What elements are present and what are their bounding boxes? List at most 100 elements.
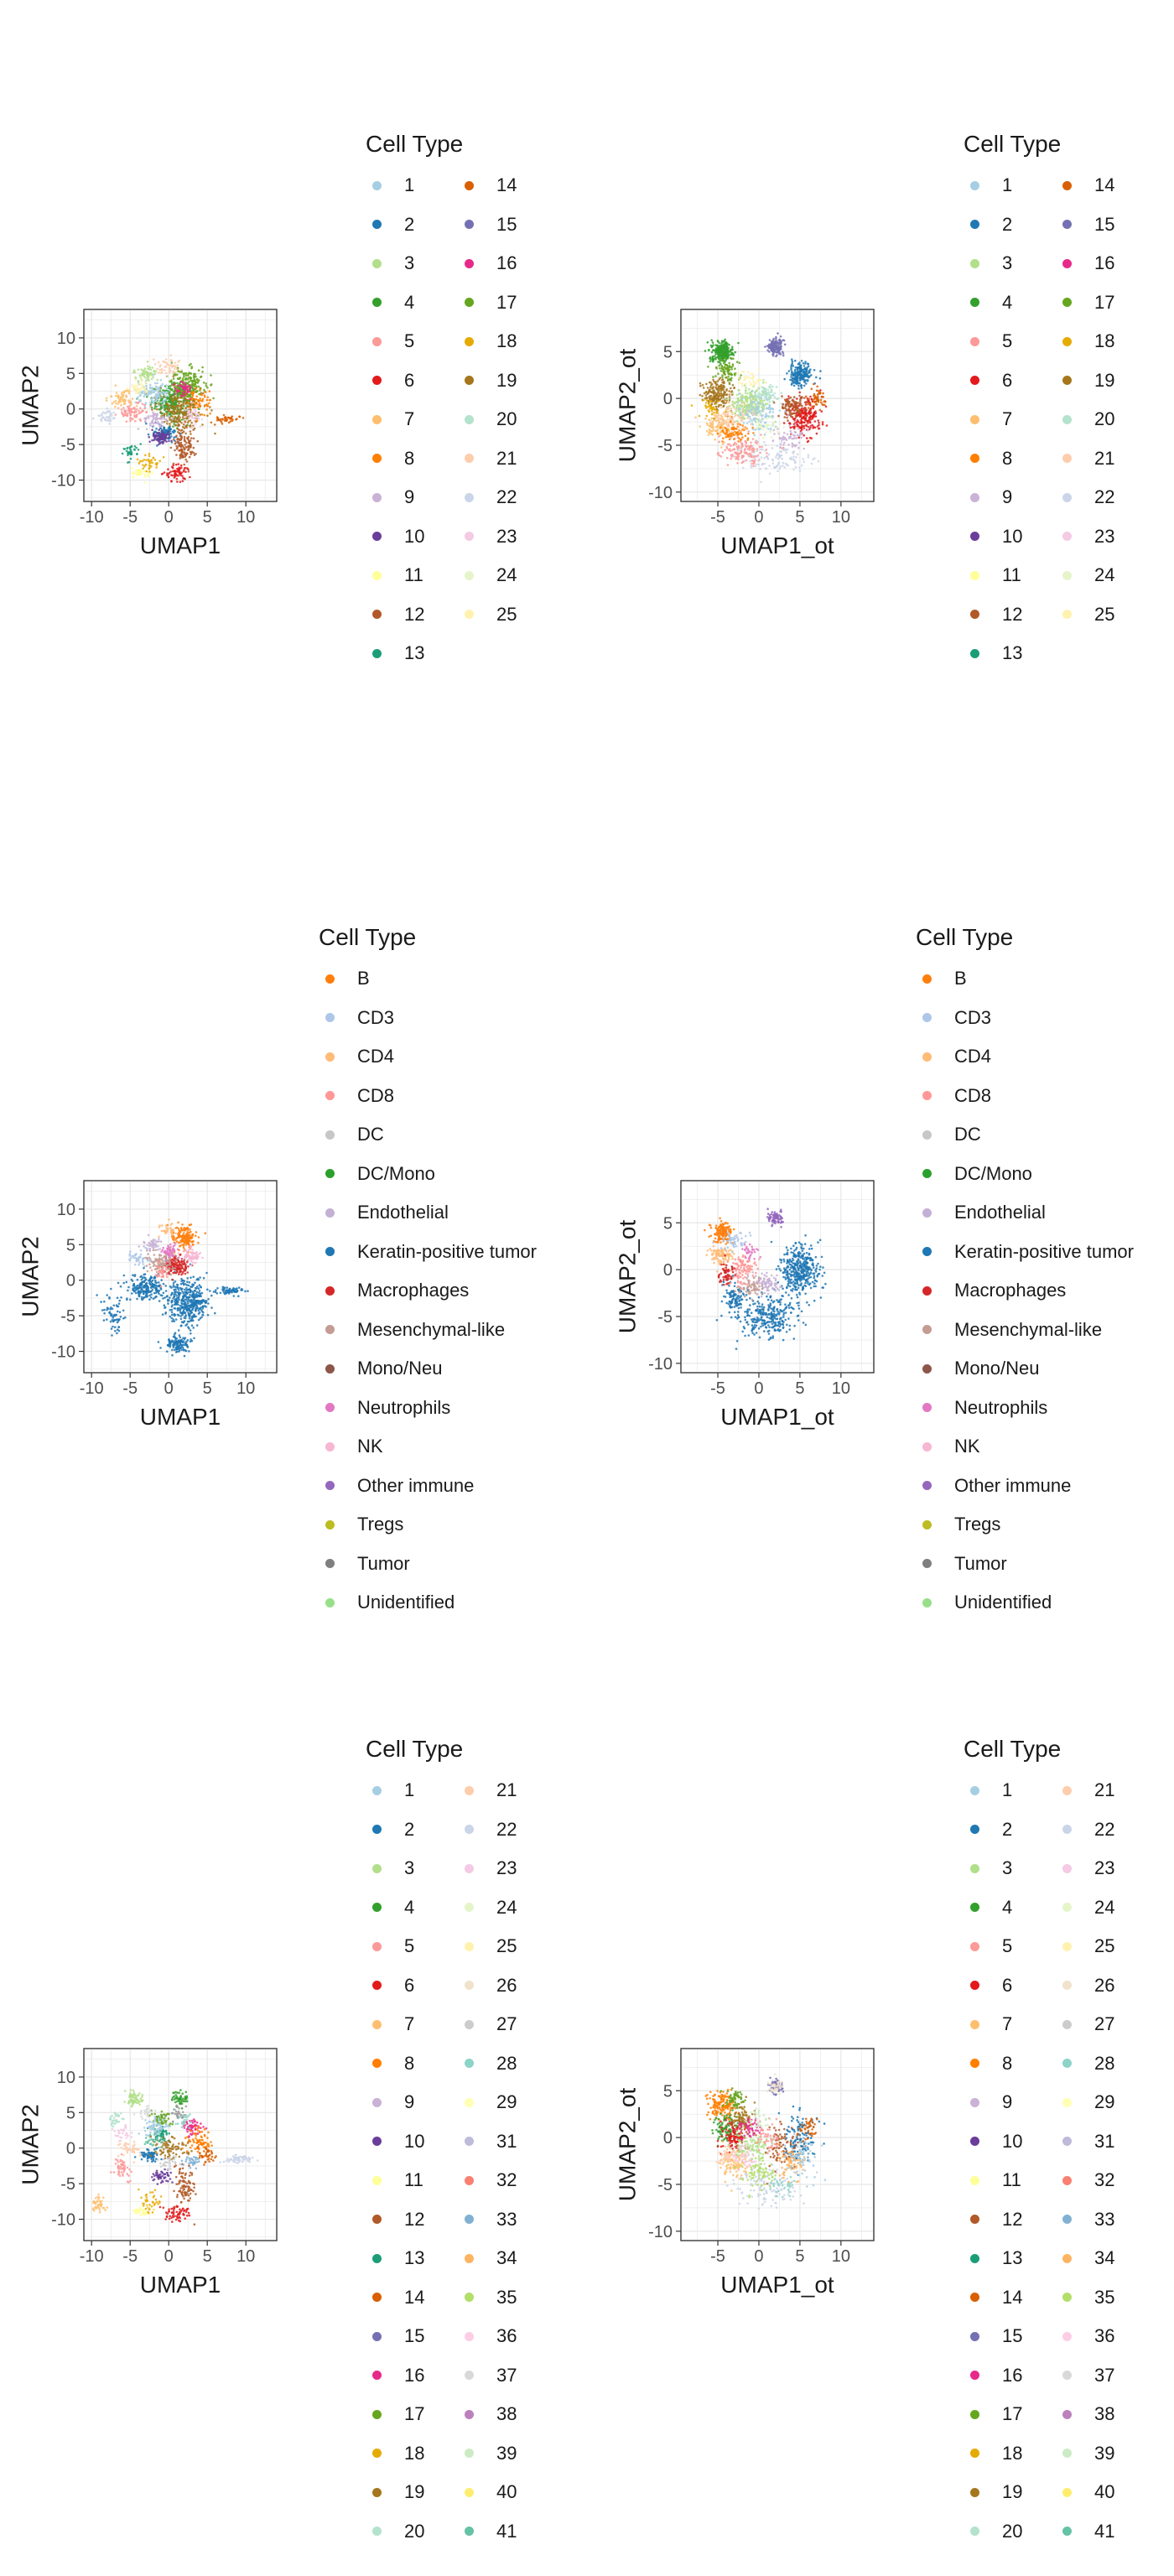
data-point (171, 401, 174, 404)
data-point (186, 398, 190, 402)
data-point (158, 408, 160, 411)
legend-label: 22 (1094, 486, 1115, 507)
legend-entry: 7 (964, 407, 1012, 432)
data-point (182, 405, 185, 408)
data-point (192, 374, 195, 377)
data-point (179, 400, 181, 402)
data-point (172, 425, 174, 428)
data-point (178, 392, 180, 396)
legend-label: 6 (1002, 369, 1013, 391)
data-point (192, 382, 195, 386)
data-point (198, 379, 200, 382)
data-point (155, 408, 158, 411)
legend-label: 1 (1002, 174, 1013, 195)
data-point (189, 377, 192, 381)
legend-entry: 22 (1056, 485, 1114, 510)
data-point (177, 414, 180, 418)
data-point (170, 379, 173, 382)
data-point (179, 377, 182, 379)
legend-key (970, 336, 979, 346)
data-point (214, 432, 216, 435)
data-point (201, 366, 204, 369)
data-point (166, 406, 169, 409)
data-point (210, 384, 212, 387)
data-point (193, 376, 195, 379)
data-point (186, 421, 190, 424)
data-point (206, 414, 209, 418)
legend-key (1062, 570, 1072, 580)
legend-key (970, 180, 979, 190)
legend-key (970, 570, 979, 580)
legend-label: 21 (1094, 447, 1115, 469)
data-point (212, 397, 215, 400)
data-point (205, 384, 208, 387)
legend-key (970, 532, 979, 541)
data-point (202, 382, 205, 384)
data-point (172, 375, 175, 378)
data-point (181, 425, 184, 428)
data-point (198, 408, 200, 411)
data-point (193, 385, 196, 387)
legend-key (970, 454, 979, 463)
legend-key (970, 492, 979, 502)
legend-label: 10 (1002, 525, 1023, 547)
legend-entry: 14 (1056, 173, 1114, 198)
legend-key (970, 220, 979, 229)
legend-label: 17 (1094, 291, 1115, 313)
data-point (177, 411, 179, 413)
data-point (167, 400, 170, 403)
legend-entry: 15 (1056, 212, 1114, 237)
legend-entry: 6 (964, 368, 1012, 393)
legend-key (1062, 610, 1072, 619)
data-point (172, 393, 175, 396)
legend-entry: 4 (964, 290, 1012, 315)
data-point (176, 373, 179, 377)
data-point (184, 402, 187, 406)
legend-key (970, 298, 979, 307)
data-point (188, 380, 191, 383)
data-point (190, 366, 194, 368)
data-point (178, 371, 181, 373)
legend-label: 9 (1002, 486, 1013, 507)
legend-key (1062, 532, 1072, 541)
data-point (180, 418, 184, 421)
data-point (179, 404, 182, 408)
legend-entry: 24 (1056, 563, 1114, 588)
data-point (195, 385, 198, 388)
legend-key (1062, 336, 1072, 346)
data-point (195, 375, 197, 378)
legend-entry: 1 (964, 173, 1012, 198)
data-point (167, 385, 170, 388)
data-point (209, 406, 211, 408)
legend-key (1062, 298, 1072, 307)
legend-entry: 21 (1056, 446, 1114, 471)
data-point (170, 397, 174, 400)
legend-entry: 10 (964, 524, 1022, 549)
legend-label: 23 (1094, 525, 1115, 547)
legend-entry: 20 (1056, 407, 1114, 432)
data-point (168, 392, 171, 396)
legend-entry: 12 (964, 602, 1022, 627)
data-point (210, 374, 212, 377)
legend-entry: 18 (1056, 329, 1114, 354)
data-point (179, 409, 182, 412)
legend-key (1062, 414, 1072, 424)
point-layer (92, 354, 245, 484)
legend-label: 18 (1094, 330, 1115, 351)
legend-entry: 16 (1056, 251, 1114, 276)
data-point (181, 377, 184, 380)
legend-entry: 8 (964, 446, 1012, 471)
data-point (170, 407, 174, 410)
data-point (173, 410, 176, 413)
data-point (183, 376, 185, 378)
data-point (186, 378, 190, 381)
legend-label: 24 (1094, 564, 1115, 585)
data-point (184, 371, 188, 375)
data-point (163, 420, 166, 423)
legend-label: 2 (1002, 213, 1013, 235)
legend-label: 16 (1094, 252, 1115, 273)
data-point (198, 392, 200, 396)
data-point (183, 372, 185, 375)
data-point (169, 396, 172, 399)
data-point (189, 419, 192, 422)
